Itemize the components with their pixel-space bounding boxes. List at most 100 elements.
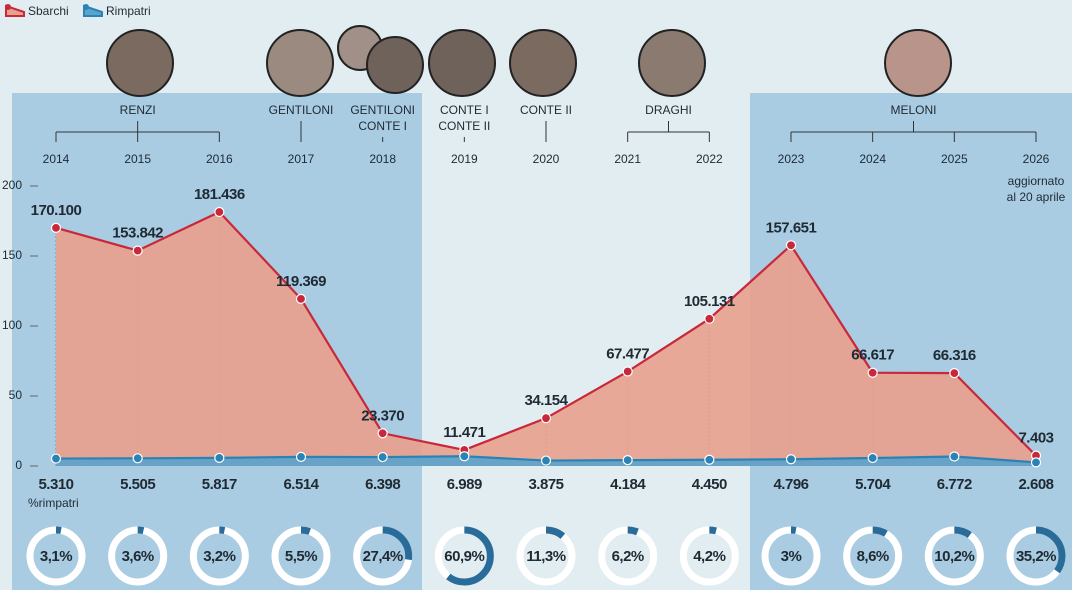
y-tick-label: 200 bbox=[2, 178, 22, 192]
photo bbox=[266, 29, 334, 97]
point bbox=[132, 453, 143, 464]
x-tick-label: 2016 bbox=[206, 152, 233, 166]
photo bbox=[366, 36, 424, 94]
share-title: %rimpatri bbox=[28, 496, 79, 510]
photo bbox=[884, 29, 952, 97]
donut-arc bbox=[189, 526, 249, 586]
value-label: 4.184 bbox=[610, 476, 646, 493]
donut-label: 3,6% bbox=[122, 548, 154, 565]
photo bbox=[428, 29, 496, 97]
donut-label: 60,9% bbox=[444, 548, 484, 565]
government-label: CONTE I bbox=[440, 103, 489, 117]
government-label: CONTE II bbox=[438, 119, 490, 133]
y-tick-label: 150 bbox=[2, 248, 22, 262]
value-label: 4.796 bbox=[773, 476, 808, 493]
value-label: 157.651 bbox=[766, 219, 817, 236]
x-tick-label: 2025 bbox=[941, 152, 968, 166]
note: al 20 aprile bbox=[1007, 190, 1066, 204]
donut-arc bbox=[679, 526, 739, 586]
government-label: GENTILONI bbox=[350, 103, 415, 117]
y-tick-label: 0 bbox=[15, 458, 22, 472]
government-label: RENZI bbox=[120, 103, 156, 117]
value-label: 105.131 bbox=[684, 293, 735, 310]
point bbox=[622, 366, 633, 377]
government-label: CONTE II bbox=[520, 103, 572, 117]
point bbox=[459, 451, 470, 462]
x-tick-label: 2020 bbox=[533, 152, 560, 166]
x-tick-label: 2019 bbox=[451, 152, 478, 166]
donut-label: 3,1% bbox=[40, 548, 72, 565]
x-tick-label: 2014 bbox=[43, 152, 70, 166]
x-tick-label: 2023 bbox=[778, 152, 805, 166]
value-label: 181.436 bbox=[194, 186, 245, 203]
x-tick-label: 2026 bbox=[1023, 152, 1050, 166]
x-tick-label: 2018 bbox=[369, 152, 396, 166]
donut-label: 4,2% bbox=[693, 548, 725, 565]
government-label: CONTE I bbox=[358, 119, 407, 133]
value-label: 23.370 bbox=[361, 407, 404, 424]
legend-dot bbox=[5, 4, 11, 10]
point bbox=[622, 455, 633, 466]
point bbox=[704, 313, 715, 324]
point bbox=[540, 413, 552, 424]
x-tick-label: 2024 bbox=[859, 152, 886, 166]
point bbox=[50, 222, 62, 233]
government-label: DRAGHI bbox=[645, 103, 692, 117]
point bbox=[949, 368, 960, 379]
photo bbox=[106, 29, 174, 97]
value-label: 66.316 bbox=[933, 347, 976, 364]
donut-arc bbox=[434, 526, 494, 586]
area bbox=[56, 211, 1036, 466]
donut-label: 35,2% bbox=[1016, 548, 1056, 565]
photo bbox=[509, 29, 577, 97]
point bbox=[949, 451, 960, 462]
point bbox=[132, 245, 143, 256]
value-label: 119.369 bbox=[276, 273, 326, 290]
value-label: 5.505 bbox=[120, 476, 155, 493]
donut-label: 3,2% bbox=[203, 548, 235, 565]
photo bbox=[638, 29, 706, 97]
government-label: GENTILONI bbox=[269, 103, 334, 117]
value-label: 11.471 bbox=[443, 424, 485, 441]
value-label: 170.100 bbox=[31, 202, 82, 219]
legend-label: Sbarchi bbox=[28, 4, 69, 18]
y-tick-label: 100 bbox=[2, 318, 22, 332]
x-tick-label: 2017 bbox=[288, 152, 315, 166]
donut-arc bbox=[1006, 526, 1066, 586]
x-tick-label: 2015 bbox=[124, 152, 151, 166]
donut-arc bbox=[843, 526, 903, 586]
value-label: 4.450 bbox=[692, 476, 727, 493]
value-label: 67.477 bbox=[606, 346, 649, 363]
point bbox=[377, 428, 388, 439]
legend-dot bbox=[83, 4, 89, 10]
value-label: 3.875 bbox=[528, 476, 563, 493]
photos bbox=[106, 25, 952, 97]
y-tick-label: 50 bbox=[9, 388, 23, 402]
value-label: 153.842 bbox=[112, 225, 163, 242]
government-label: MELONI bbox=[890, 103, 936, 117]
value-label: 66.617 bbox=[851, 347, 894, 364]
x-tick-label: 2022 bbox=[696, 152, 723, 166]
donut-arc bbox=[516, 526, 576, 586]
donut-arc bbox=[353, 526, 413, 586]
point bbox=[377, 451, 388, 463]
donut-label: 8,6% bbox=[857, 548, 889, 565]
donut-arc bbox=[924, 526, 984, 586]
point bbox=[867, 367, 878, 378]
point bbox=[867, 452, 878, 464]
donut-arc bbox=[271, 526, 331, 586]
point bbox=[540, 455, 552, 466]
value-label: 6.514 bbox=[283, 476, 319, 493]
donut-label: 6,2% bbox=[612, 548, 644, 565]
donut-arc bbox=[761, 526, 821, 586]
donut-arc bbox=[108, 526, 168, 586]
donut-label: 5,5% bbox=[285, 548, 317, 565]
donut-label: 27,4% bbox=[363, 548, 403, 565]
point bbox=[295, 293, 307, 304]
point bbox=[1030, 457, 1042, 468]
value-label: 34.154 bbox=[525, 392, 569, 409]
donut-label: 11,3% bbox=[526, 548, 565, 565]
value-label: 5.310 bbox=[38, 476, 73, 493]
point bbox=[785, 454, 797, 465]
